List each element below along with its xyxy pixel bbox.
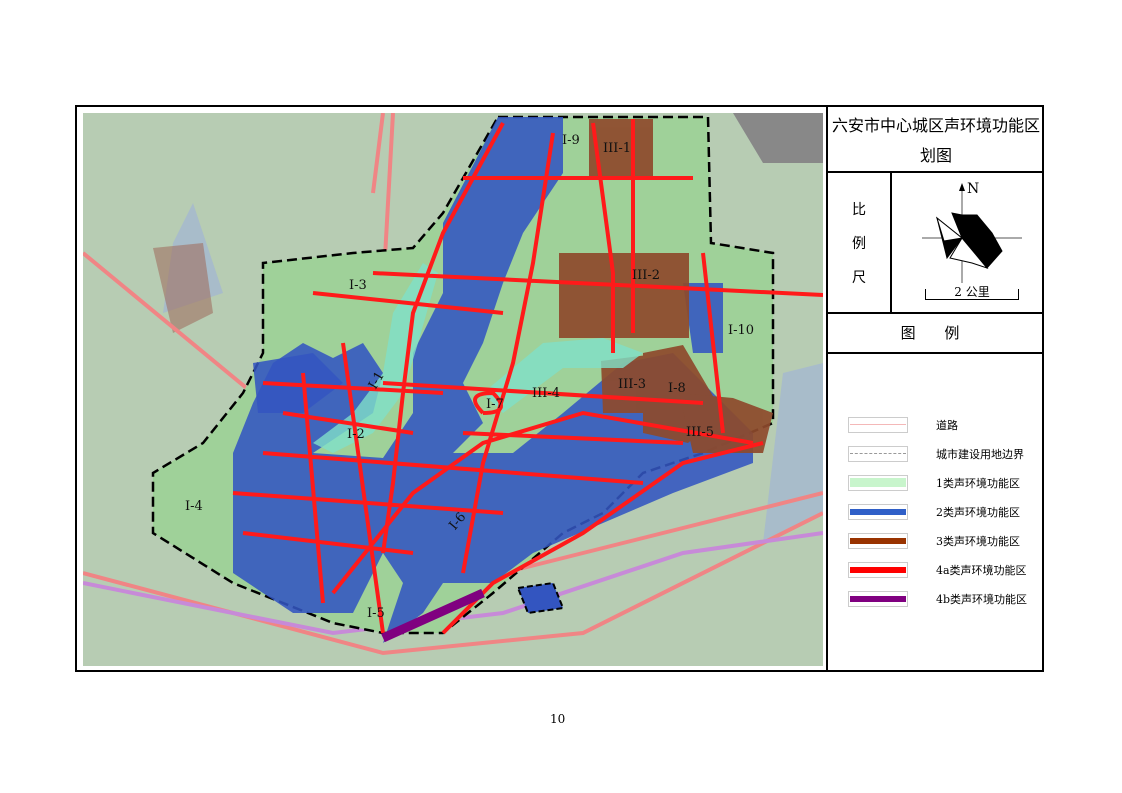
- class4a-roads: [232, 119, 823, 635]
- zone-label: III-1: [603, 141, 632, 156]
- legend-item-boundary: 城市建设用地边界: [828, 439, 1044, 468]
- zone-label: I-9: [562, 133, 580, 148]
- legend-item-class2: 2类声环境功能区: [828, 497, 1044, 526]
- legend-label: 2类声环境功能区: [936, 505, 1020, 519]
- legend-item-class4a: 4a类声环境功能区: [828, 555, 1044, 584]
- zone-label: III-5: [686, 425, 715, 440]
- map-frame: I-9 III-1 I-3 III-2 I-10 I-1 III-4 III-3…: [75, 105, 1044, 672]
- legend-label: 城市建设用地边界: [936, 447, 1024, 461]
- outer-rail: [83, 531, 823, 636]
- noise-zone-map: I-9 III-1 I-3 III-2 I-10 I-1 III-4 III-3…: [83, 113, 823, 666]
- compass-rose-icon: [922, 183, 1022, 283]
- scale-bar-label: 2 公里: [951, 285, 993, 299]
- zone-label: I-2: [347, 427, 365, 442]
- scale-char: 例: [852, 235, 866, 252]
- legend-item-class4b: 4b类声环境功能区: [828, 584, 1044, 613]
- legend-panel: 六安市中心城区声环境功能区 划图 比 例 尺 N 2 公里 图 例 道路 城市建…: [826, 107, 1044, 670]
- outer-brown-patch: [153, 243, 213, 333]
- legend-list: 道路 城市建设用地边界 1类声环境功能区 2类声环境功能区 3类声环境功能区 4…: [828, 354, 1044, 613]
- title-line2: 划图: [919, 146, 952, 165]
- zone-label: III-4: [532, 386, 561, 401]
- legend-label: 1类声环境功能区: [936, 476, 1020, 490]
- legend-label: 3类声环境功能区: [936, 534, 1020, 548]
- legend-label: 4b类声环境功能区: [936, 592, 1028, 606]
- class4b-rail: [381, 588, 485, 643]
- legend-label: 4a类声环境功能区: [936, 563, 1027, 577]
- scale-bar: 2 公里: [925, 285, 1019, 300]
- page-number: 10: [550, 712, 566, 726]
- north-label: N: [967, 181, 980, 197]
- zone-class2-area: [233, 117, 753, 643]
- legend-heading: 图 例: [828, 314, 1044, 354]
- legend-label: 道路: [936, 418, 958, 432]
- outer-roads: [83, 113, 823, 656]
- title-line1: 六安市中心城区声环境功能区: [831, 116, 1040, 135]
- scale-char: 尺: [852, 269, 866, 286]
- scale-char: 比: [852, 201, 866, 218]
- zone-label: I-8: [668, 381, 686, 396]
- legend-item-class3: 3类声环境功能区: [828, 526, 1044, 555]
- zone-label: I-7: [486, 397, 504, 412]
- legend-item-class1: 1类声环境功能区: [828, 468, 1044, 497]
- zone-label: I-10: [728, 323, 755, 338]
- zone-label: I-4: [185, 499, 203, 514]
- legend-item-road: 道路: [828, 410, 1044, 439]
- zone-label: III-3: [618, 377, 647, 392]
- zone-label: III-2: [632, 268, 661, 283]
- map-graphic: [83, 113, 823, 666]
- map-title: 六安市中心城区声环境功能区 划图: [828, 107, 1044, 173]
- zone-label: I-3: [349, 278, 367, 293]
- zone-class3-areas: [559, 119, 773, 453]
- river: [313, 263, 643, 453]
- scale-section: 比 例 尺 N 2 公里: [828, 173, 1044, 314]
- zone-label: I-5: [367, 606, 385, 621]
